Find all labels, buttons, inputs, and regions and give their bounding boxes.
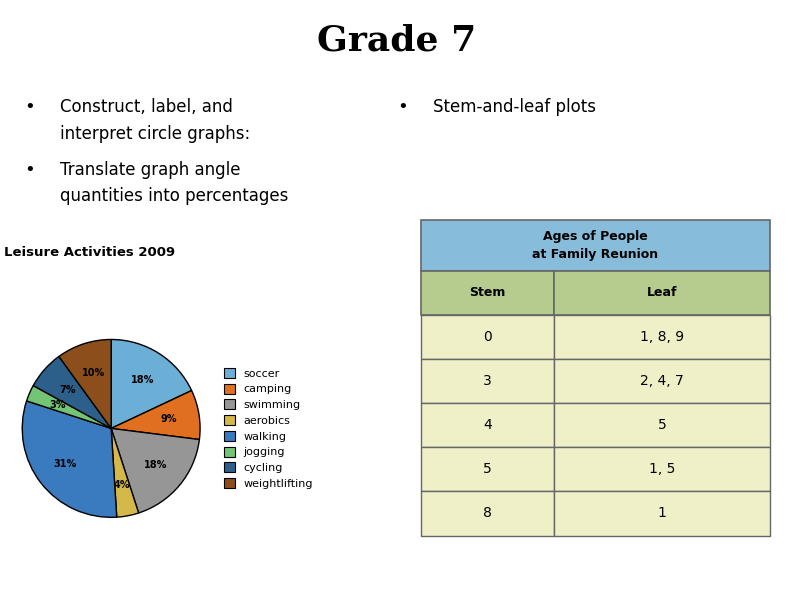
Text: 10%: 10%	[82, 368, 105, 378]
Text: •: •	[397, 98, 408, 116]
Text: Ages of People
at Family Reunion: Ages of People at Family Reunion	[533, 230, 658, 261]
Text: interpret circle graphs:: interpret circle graphs:	[60, 125, 250, 143]
Text: 18%: 18%	[144, 461, 168, 470]
Wedge shape	[111, 428, 139, 517]
Text: 18%: 18%	[130, 375, 154, 384]
FancyBboxPatch shape	[421, 447, 553, 491]
FancyBboxPatch shape	[553, 359, 770, 403]
Wedge shape	[111, 390, 200, 440]
Text: 3%: 3%	[50, 400, 67, 411]
Text: 9%: 9%	[160, 414, 176, 424]
Text: Construct, label, and: Construct, label, and	[60, 98, 233, 116]
FancyBboxPatch shape	[421, 491, 553, 536]
FancyBboxPatch shape	[553, 403, 770, 447]
Text: •: •	[24, 161, 35, 178]
Text: 31%: 31%	[54, 459, 77, 469]
FancyBboxPatch shape	[421, 220, 770, 271]
Text: 2, 4, 7: 2, 4, 7	[640, 374, 684, 388]
FancyBboxPatch shape	[553, 491, 770, 536]
FancyBboxPatch shape	[553, 447, 770, 491]
Wedge shape	[111, 428, 199, 513]
Text: Translate graph angle: Translate graph angle	[60, 161, 240, 178]
Text: Leisure Activities 2009: Leisure Activities 2009	[4, 246, 175, 259]
FancyBboxPatch shape	[553, 315, 770, 359]
Legend: soccer, camping, swimming, aerobics, walking, jogging, cycling, weightlifting: soccer, camping, swimming, aerobics, wal…	[219, 364, 318, 493]
Wedge shape	[33, 356, 111, 428]
Wedge shape	[26, 386, 111, 428]
FancyBboxPatch shape	[421, 403, 553, 447]
Text: quantities into percentages: quantities into percentages	[60, 187, 288, 205]
Text: 7%: 7%	[60, 385, 76, 395]
Text: Stem: Stem	[469, 286, 506, 299]
Text: 5: 5	[483, 462, 491, 477]
Text: Stem-and-leaf plots: Stem-and-leaf plots	[433, 98, 596, 116]
Text: 4%: 4%	[114, 480, 130, 490]
Text: •: •	[24, 98, 35, 116]
Text: 1: 1	[657, 506, 666, 521]
Text: 1, 5: 1, 5	[649, 462, 675, 477]
Wedge shape	[22, 401, 117, 517]
FancyBboxPatch shape	[421, 271, 553, 315]
FancyBboxPatch shape	[421, 359, 553, 403]
Text: Leaf: Leaf	[646, 286, 677, 299]
Wedge shape	[59, 340, 111, 428]
Text: Grade 7: Grade 7	[318, 24, 476, 58]
Text: 8: 8	[483, 506, 491, 521]
Text: 1, 8, 9: 1, 8, 9	[640, 330, 684, 344]
Text: 0: 0	[483, 330, 491, 344]
Wedge shape	[111, 340, 191, 428]
Text: 5: 5	[657, 418, 666, 432]
Text: 3: 3	[483, 374, 491, 388]
FancyBboxPatch shape	[553, 271, 770, 315]
FancyBboxPatch shape	[421, 315, 553, 359]
Text: 4: 4	[483, 418, 491, 432]
